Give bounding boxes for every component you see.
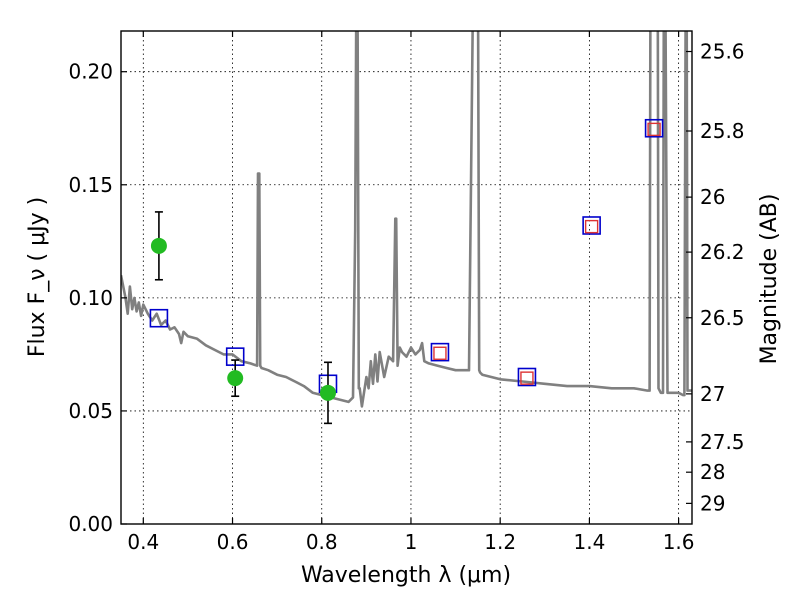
x-tick-label: 0.6 [217, 530, 249, 554]
magnitude-axis-title: Magnitude (AB) [757, 194, 782, 365]
magnitude-tick-label: 27 [700, 382, 725, 406]
magnitude-tick-label: 26.5 [700, 306, 745, 330]
magnitude-tick-label: 28 [700, 460, 725, 484]
plot-frame [120, 30, 693, 525]
model-band-inner-square [584, 219, 599, 234]
magnitude-tick-label: 29 [700, 491, 725, 515]
y-tick-label: 0.15 [68, 173, 113, 197]
observed-point [227, 370, 244, 387]
y-tick-label: 0.00 [68, 512, 113, 536]
magnitude-tick-label: 26.2 [700, 240, 745, 264]
model-band-square [430, 342, 450, 362]
model-band-inner-square [647, 122, 661, 137]
y-tick-label: 0.10 [68, 286, 113, 310]
magnitude-tick-label: 25.6 [700, 40, 745, 64]
model-spectrum-line [121, 31, 692, 408]
grid-lines [121, 31, 692, 525]
model-band-square [149, 308, 169, 328]
model-band-square [644, 118, 664, 138]
x-axis-ticks: 0.4 0.6 0.8 1 1.2 1.4 1.6 [127, 31, 695, 554]
x-tick-label: 1.4 [573, 530, 605, 554]
observed-point [150, 237, 167, 254]
model-band-square [517, 367, 537, 387]
magnitude-tick-label: 27.5 [700, 430, 745, 454]
x-tick-label: 0.8 [306, 530, 338, 554]
x-tick-label: 1 [405, 530, 418, 554]
plot-area [121, 31, 692, 425]
model-band-square [582, 216, 601, 235]
x-axis-title: Wavelength λ (μm) [301, 563, 511, 588]
y-axis-ticks: 0.00 0.05 0.10 0.15 0.20 [68, 60, 127, 536]
y-axis-title: Flux F_ν ( μJy ) [25, 197, 50, 357]
model-band-inner-square [433, 346, 447, 360]
x-tick-label: 1.6 [663, 530, 695, 554]
y-tick-label: 0.05 [68, 399, 113, 423]
magnitude-axis-ticks: 25.6 25.8 26 26.2 26.5 27 27.5 28 29 [686, 40, 745, 515]
magnitude-tick-label: 26 [700, 185, 725, 209]
model-band-inner-square [520, 371, 534, 385]
magnitude-tick-label: 25.8 [700, 119, 745, 143]
y-tick-label: 0.20 [68, 60, 113, 84]
x-tick-label: 1.2 [484, 530, 516, 554]
x-tick-label: 0.4 [127, 530, 159, 554]
observed-point [319, 384, 336, 401]
